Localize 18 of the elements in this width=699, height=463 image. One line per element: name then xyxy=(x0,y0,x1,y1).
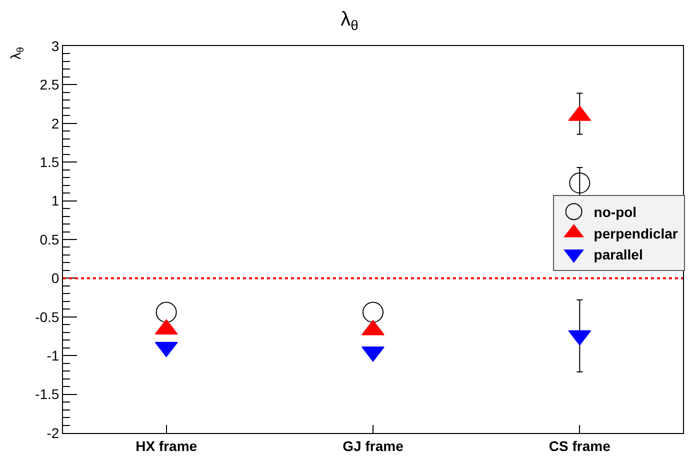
y-tick-label: 0 xyxy=(51,270,60,286)
y-tick-label: 0.5 xyxy=(40,231,60,248)
y-tick-label: 1 xyxy=(51,192,60,209)
y-tick-label: -2 xyxy=(46,424,60,441)
y-tick-label: 2 xyxy=(51,115,60,132)
x-tick-label: HX frame xyxy=(136,438,198,454)
y-tick-label: -1.5 xyxy=(35,386,60,402)
y-tick-label: -1 xyxy=(46,348,60,364)
legend-label: perpendiclar xyxy=(594,225,678,242)
legend-label: no-pol xyxy=(594,204,637,220)
y-tick-label: -0.5 xyxy=(35,308,60,325)
y-tick-label: 1.5 xyxy=(40,154,60,170)
x-tick-label: CS frame xyxy=(548,438,611,454)
y-tick-label: 3 xyxy=(51,38,60,54)
y-tick-label: 2.5 xyxy=(40,76,60,93)
chart-title: λ$_{θ}$ xyxy=(340,8,359,33)
x-tick-label: GJ frame xyxy=(342,438,404,454)
legend-label: parallel xyxy=(594,246,643,262)
